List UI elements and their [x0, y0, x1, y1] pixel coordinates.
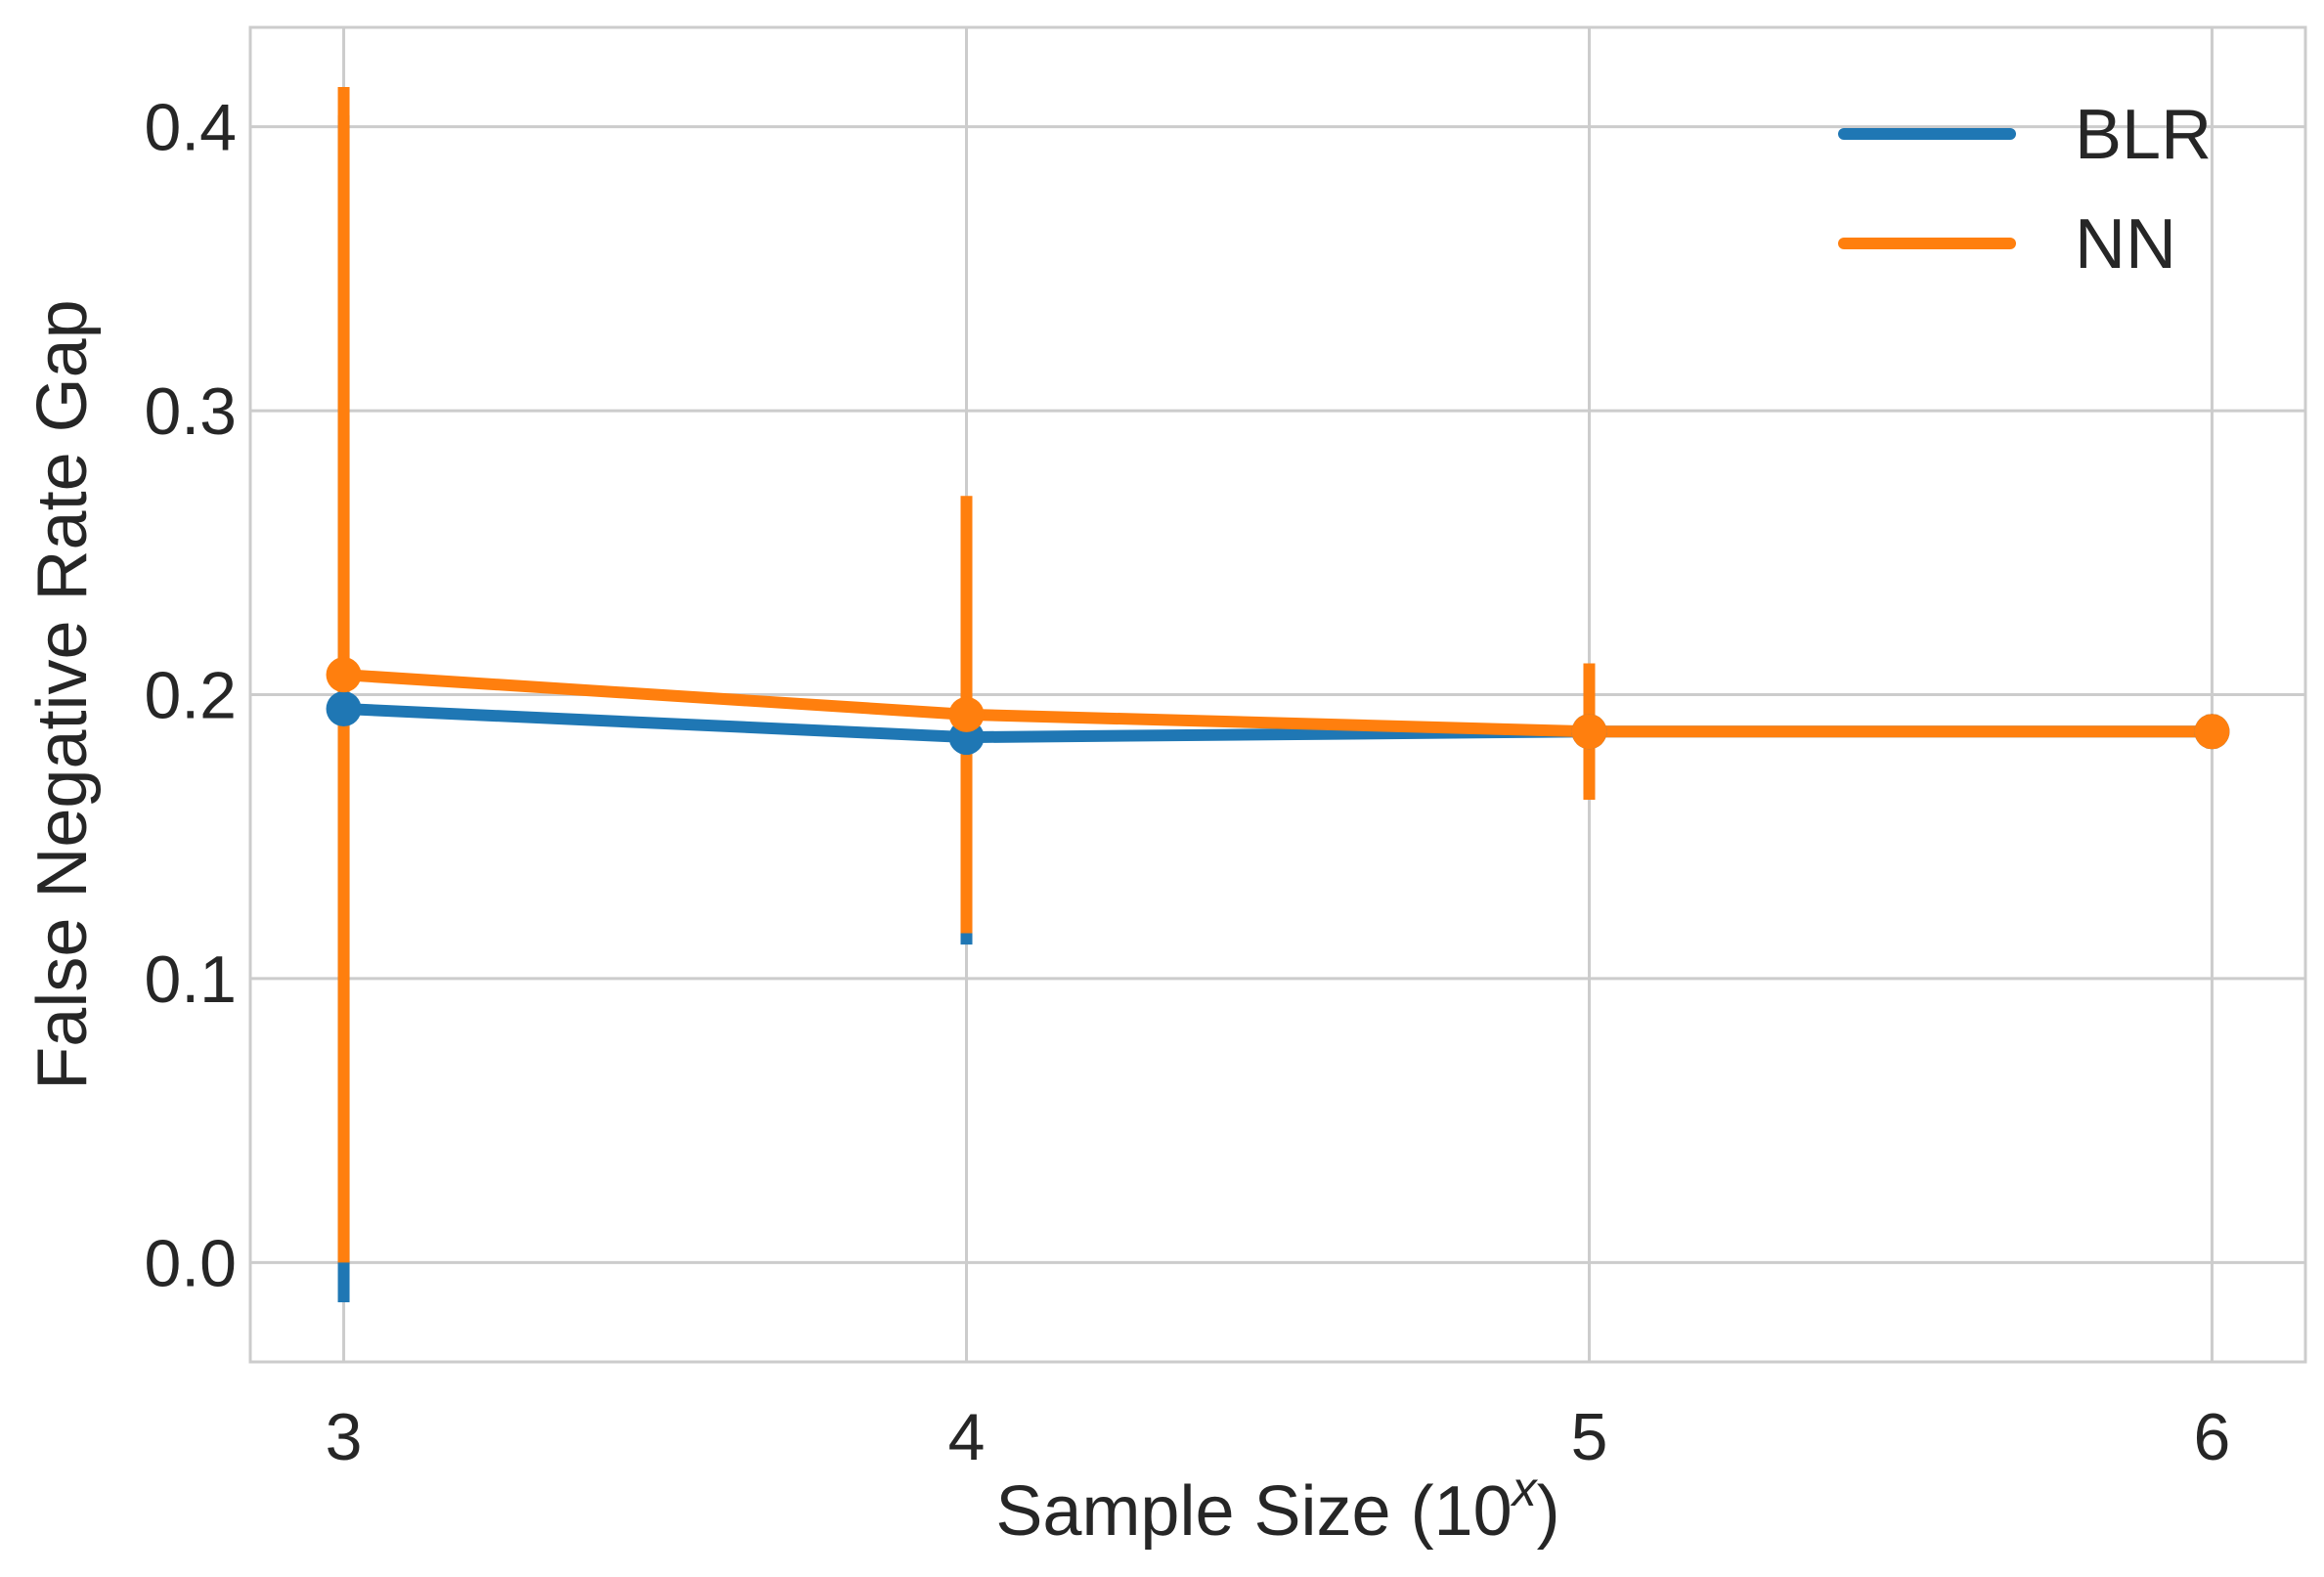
- x-tick-label-2: 5: [1571, 1400, 1608, 1474]
- y-tick-labels: 0.0 0.1 0.2 0.3 0.4: [144, 91, 237, 1301]
- legend-label-blr: BLR: [2075, 96, 2212, 174]
- nn-line: [343, 669, 2213, 738]
- x-axis-label-prefix: Sample Size (10: [995, 1472, 1512, 1551]
- nn-point-0: [326, 657, 362, 693]
- x-tick-label-3: 6: [2194, 1400, 2231, 1474]
- x-axis-label-suffix: ): [1537, 1472, 1560, 1551]
- y-tick-label-1: 0.1: [144, 942, 237, 1017]
- y-tick-label-0: 0.0: [144, 1226, 237, 1300]
- x-tick-label-0: 3: [326, 1400, 363, 1474]
- plot-frame: [248, 25, 2307, 1364]
- legend-label-nn: NN: [2075, 205, 2176, 284]
- legend: BLR NN: [1838, 96, 2212, 284]
- x-axis-label-superscript: x: [1511, 1462, 1539, 1516]
- x-tick-labels: 3 4 5 6: [326, 1400, 2231, 1474]
- data-points: [326, 657, 2230, 756]
- x-axis-label: Sample Size (10x): [995, 1462, 1559, 1551]
- y-axis-label: False Negative Rate Gap: [23, 299, 102, 1089]
- x-tick-label-1: 4: [948, 1400, 986, 1474]
- series-lines: [343, 669, 2213, 744]
- blr-point-0: [326, 691, 362, 727]
- y-tick-label-2: 0.2: [144, 659, 237, 733]
- grid: [250, 27, 2305, 1362]
- nn-point-2: [1571, 714, 1607, 750]
- nn-point-3: [2194, 714, 2230, 750]
- y-tick-label-3: 0.3: [144, 374, 237, 449]
- nn-point-1: [948, 696, 985, 732]
- y-tick-label-4: 0.4: [144, 91, 237, 165]
